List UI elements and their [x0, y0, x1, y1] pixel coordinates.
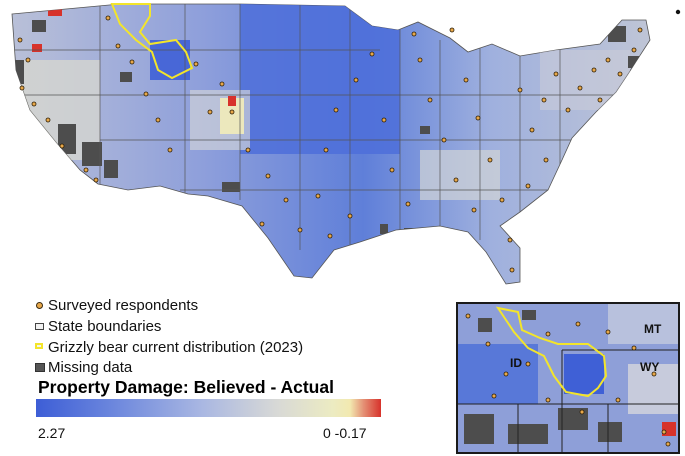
color-scale-min-label: 2.27 [38, 425, 66, 441]
legend-label: Grizzly bear current distribution (2023) [48, 338, 304, 356]
color-scale-max-label: 0 -0.17 [323, 425, 367, 441]
legend-item-state-boundaries: State boundaries [34, 317, 161, 335]
negative-region [48, 8, 62, 16]
us-map [11, 3, 681, 285]
state-boundaries [458, 349, 678, 452]
legend: Surveyed respondents State boundaries Gr… [34, 296, 414, 456]
respondent-dots [465, 313, 671, 447]
inset-label-wy: WY [640, 360, 660, 374]
high-value-region [240, 4, 400, 154]
legend-label: State boundaries [48, 317, 162, 335]
pale-region [608, 304, 678, 344]
grizzly-distribution-outline [110, 3, 194, 80]
pale-region [420, 150, 500, 200]
state-boundaries [12, 4, 620, 250]
inset-label-mt: MT [644, 322, 662, 336]
grizzly-distribution-outline [495, 306, 608, 398]
legend-item-respondents: Surveyed respondents [34, 296, 198, 314]
color-scale-title: Property Damage: Believed - Actual [38, 377, 334, 397]
pale-region [540, 50, 630, 110]
grizzly-outline-icon [34, 338, 46, 356]
respondent-dots [17, 15, 643, 273]
legend-label: Surveyed respondents [48, 296, 199, 314]
color-scale-bar [36, 399, 381, 417]
corner-marker [675, 9, 681, 15]
inset-map: MT ID WY [456, 302, 680, 454]
legend-label: Missing data [48, 358, 133, 376]
state-boundary-icon [34, 317, 46, 335]
inset-map-svg [458, 304, 678, 452]
negative-region [228, 96, 236, 106]
legend-item-grizzly: Grizzly bear current distribution (2023) [34, 338, 303, 356]
us-map-svg [11, 3, 681, 285]
high-value-region [458, 344, 538, 404]
high-value-region [150, 40, 190, 80]
legend-item-missing: Missing data [34, 358, 132, 376]
inset-label-id: ID [510, 356, 522, 370]
negative-region [32, 44, 42, 52]
respondent-dot-icon [34, 296, 46, 314]
missing-data-icon [34, 358, 46, 376]
